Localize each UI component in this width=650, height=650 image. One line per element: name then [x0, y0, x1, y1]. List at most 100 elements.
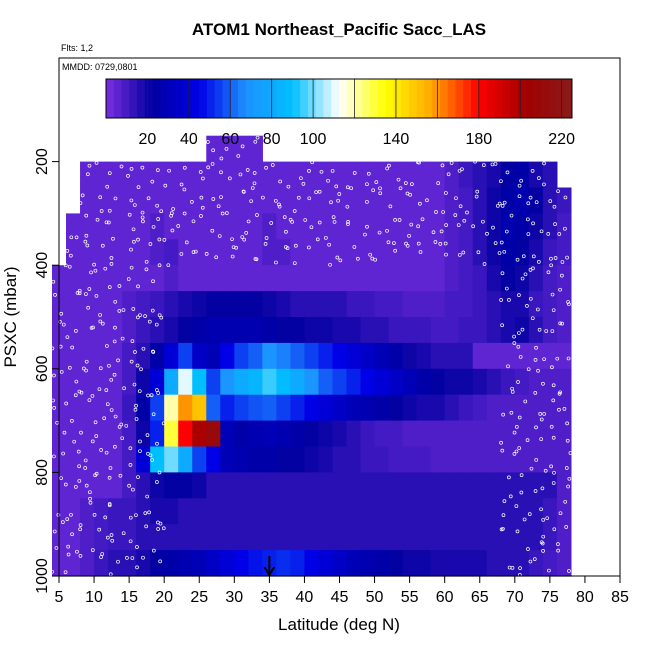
sample-marker: [523, 399, 528, 404]
heatmap-cell: [178, 291, 193, 318]
sample-marker: [443, 241, 448, 246]
heatmap-cell: [542, 213, 558, 240]
heatmap-cell: [416, 291, 432, 318]
sample-marker: [53, 293, 57, 297]
colorbar-tick-label: 180: [465, 131, 492, 148]
sample-marker: [98, 319, 103, 324]
heatmap-cell: [472, 420, 488, 448]
sample-marker: [167, 168, 171, 173]
heatmap-cell: [192, 239, 207, 266]
heatmap-cell: [318, 498, 334, 525]
y-tick-label: 400: [34, 252, 51, 279]
sample-marker: [549, 256, 553, 261]
sample-marker: [126, 277, 131, 281]
sample-marker: [100, 243, 105, 248]
sample-marker: [148, 242, 153, 246]
heatmap-cell: [542, 161, 558, 189]
colorbar-tick-label: 40: [180, 131, 198, 148]
sample-marker: [89, 326, 94, 330]
heatmap-cell: [136, 213, 151, 240]
sample-marker: [136, 237, 140, 242]
sample-marker: [539, 229, 544, 234]
sample-marker: [87, 163, 92, 168]
sample-marker: [130, 339, 135, 343]
heatmap-cell: [122, 394, 137, 422]
heatmap-cell: [458, 161, 474, 189]
sample-marker: [137, 389, 142, 394]
heatmap-cell: [500, 550, 516, 577]
heatmap-cell: [80, 550, 95, 577]
heatmap-cell: [80, 291, 95, 318]
heatmap-cell: [556, 213, 572, 240]
sample-marker: [549, 464, 553, 469]
heatmap-cell: [416, 550, 432, 577]
sample-marker: [51, 398, 55, 403]
heatmap-cell: [472, 394, 488, 422]
colorbar-tick-label: 140: [383, 131, 410, 148]
heatmap-cell: [234, 135, 249, 163]
heatmap-cell: [66, 550, 81, 577]
heatmap-cell: [444, 213, 460, 240]
heatmap-cell: [388, 420, 404, 448]
sample-marker: [117, 425, 122, 429]
sample-marker: [72, 439, 77, 444]
heatmap-cell: [164, 498, 179, 525]
sample-marker: [159, 315, 164, 320]
sample-marker: [204, 252, 209, 256]
colorbar-swatch: [556, 79, 565, 118]
sample-marker: [542, 357, 546, 362]
heatmap-cell: [444, 187, 460, 214]
sample-marker: [521, 254, 526, 259]
sample-marker: [499, 440, 503, 445]
colorbar-swatch: [339, 79, 348, 118]
sample-marker: [252, 181, 257, 186]
heatmap-cell: [290, 394, 306, 422]
sample-marker: [182, 165, 187, 170]
sample-marker: [75, 549, 79, 554]
heatmap-cell: [430, 368, 446, 396]
heatmap-cell: [192, 498, 207, 525]
heatmap-cell: [234, 291, 249, 318]
heatmap-cell: [486, 472, 502, 499]
heatmap-cell: [388, 291, 404, 318]
heatmap-cell: [416, 239, 432, 266]
heatmap-cell: [248, 498, 263, 525]
sample-marker: [227, 176, 232, 181]
sample-marker: [151, 548, 156, 553]
dates-label: MMDD: 0729,0801: [62, 62, 138, 72]
heatmap-cell: [360, 420, 376, 448]
heatmap-cell: [276, 291, 292, 318]
heatmap-cells: [51, 135, 572, 577]
sample-marker: [420, 217, 425, 222]
heatmap-cell: [248, 317, 263, 344]
sample-marker: [565, 255, 569, 260]
sample-marker: [431, 230, 436, 235]
heatmap-cell: [290, 291, 306, 318]
sample-marker: [52, 454, 56, 459]
heatmap-cell: [220, 472, 235, 499]
heatmap-cell: [444, 265, 460, 292]
heatmap-cell: [360, 265, 376, 292]
sample-marker: [217, 234, 222, 238]
heatmap-cell: [234, 446, 249, 473]
heatmap-cell: [290, 187, 306, 214]
heatmap-cell: [164, 550, 179, 577]
sample-marker: [377, 230, 382, 235]
heatmap-cell: [402, 368, 418, 396]
heatmap-cell: [178, 524, 193, 551]
heatmap-cell: [122, 291, 137, 318]
sample-marker: [505, 170, 510, 175]
heatmap-cell: [388, 187, 404, 214]
heatmap-cell: [304, 472, 320, 499]
heatmap-cell: [304, 498, 320, 525]
sample-marker: [76, 449, 81, 454]
sample-marker: [106, 220, 111, 225]
x-tick-label: 55: [401, 589, 419, 606]
sample-marker: [193, 249, 198, 254]
sample-marker: [230, 237, 234, 242]
sample-marker: [77, 288, 82, 293]
sample-marker: [515, 529, 520, 534]
heatmap-cell: [332, 342, 348, 370]
heatmap-cell: [192, 342, 207, 370]
sample-marker: [63, 570, 68, 575]
